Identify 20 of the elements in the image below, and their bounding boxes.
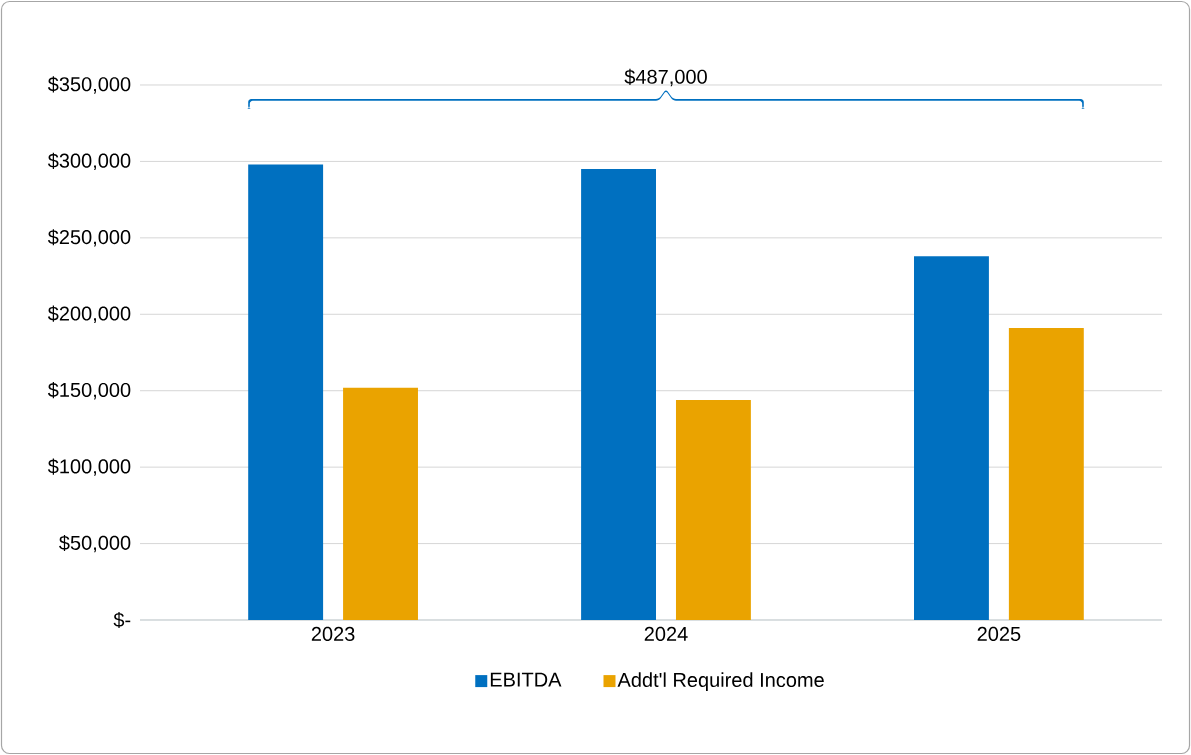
y-tick-label: $100,000 [47,458,131,476]
x-tick-label: 2024 [644,626,688,642]
y-tick-label: $150,000 [47,382,131,400]
bar [248,164,324,620]
y-tick-label: $200,000 [47,305,131,323]
legend-label: Addt'l Required Income [617,672,824,691]
y-tick-label: $350,000 [47,76,131,94]
bar [343,387,418,620]
y-tick-label: $300,000 [47,152,131,171]
x-tick-label: 2025 [977,626,1021,642]
bar [914,256,989,620]
bar [581,169,656,620]
y-tick-label: $- [113,611,131,629]
legend-label: EBITDA [490,672,562,687]
y-tick-label: $250,000 [47,229,131,247]
bar [1008,328,1084,620]
x-tick-label: 2023 [311,626,355,642]
y-tick-label: $50,000 [59,534,131,553]
annotation: $487,000 [624,68,707,87]
bar [675,399,751,620]
